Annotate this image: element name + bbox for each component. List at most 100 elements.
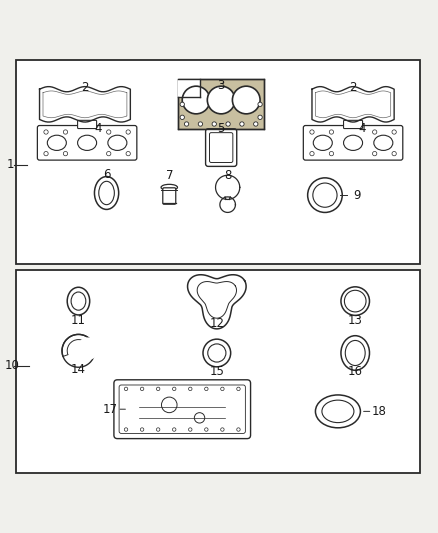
Bar — [16, 270, 420, 473]
Circle shape — [180, 115, 184, 119]
Text: 9: 9 — [353, 189, 361, 201]
Circle shape — [205, 428, 208, 431]
Circle shape — [240, 122, 244, 126]
Ellipse shape — [315, 395, 360, 428]
Circle shape — [126, 130, 131, 134]
Ellipse shape — [343, 135, 363, 150]
Text: 7: 7 — [166, 169, 173, 182]
Circle shape — [173, 387, 176, 391]
Text: 10: 10 — [5, 359, 20, 373]
Ellipse shape — [161, 184, 177, 190]
FancyBboxPatch shape — [114, 380, 251, 439]
Text: 16: 16 — [348, 365, 363, 378]
Circle shape — [207, 86, 235, 114]
Text: 17: 17 — [102, 403, 117, 416]
Bar — [16, 60, 420, 264]
Ellipse shape — [95, 176, 119, 209]
Circle shape — [254, 122, 258, 126]
Ellipse shape — [108, 135, 127, 150]
Ellipse shape — [341, 336, 370, 370]
Text: 12: 12 — [209, 317, 224, 330]
Circle shape — [221, 387, 224, 391]
Text: 18: 18 — [371, 405, 386, 418]
FancyBboxPatch shape — [78, 120, 97, 128]
Ellipse shape — [345, 341, 365, 366]
Circle shape — [226, 122, 230, 126]
Ellipse shape — [99, 181, 114, 205]
FancyBboxPatch shape — [209, 133, 233, 163]
Text: 15: 15 — [209, 365, 224, 378]
FancyBboxPatch shape — [304, 126, 403, 160]
Circle shape — [126, 151, 131, 156]
Ellipse shape — [78, 135, 97, 150]
Circle shape — [344, 290, 366, 312]
Circle shape — [44, 130, 48, 134]
Circle shape — [203, 339, 231, 367]
Circle shape — [233, 86, 260, 114]
Circle shape — [184, 122, 189, 126]
Circle shape — [208, 344, 226, 362]
Text: 1: 1 — [6, 158, 14, 172]
Circle shape — [194, 413, 205, 423]
Circle shape — [392, 151, 396, 156]
Circle shape — [124, 428, 128, 431]
Circle shape — [77, 337, 99, 360]
Circle shape — [329, 151, 334, 156]
Circle shape — [173, 428, 176, 431]
Circle shape — [198, 122, 202, 126]
Ellipse shape — [322, 400, 354, 423]
Circle shape — [106, 130, 111, 134]
Circle shape — [237, 387, 240, 391]
Circle shape — [212, 122, 216, 126]
Circle shape — [64, 151, 67, 156]
Circle shape — [106, 151, 111, 156]
Circle shape — [140, 387, 144, 391]
Text: 8: 8 — [224, 169, 231, 182]
FancyBboxPatch shape — [37, 126, 137, 160]
Ellipse shape — [47, 135, 66, 150]
Circle shape — [221, 428, 224, 431]
Circle shape — [237, 428, 240, 431]
Circle shape — [372, 151, 377, 156]
Text: 4: 4 — [94, 122, 102, 135]
Text: 5: 5 — [218, 123, 225, 135]
Text: 2: 2 — [350, 80, 357, 93]
Circle shape — [313, 183, 337, 207]
Ellipse shape — [374, 135, 393, 150]
Circle shape — [162, 397, 177, 413]
FancyBboxPatch shape — [343, 120, 363, 128]
Circle shape — [64, 130, 67, 134]
Circle shape — [188, 387, 192, 391]
Circle shape — [180, 102, 184, 107]
Circle shape — [124, 387, 128, 391]
FancyBboxPatch shape — [163, 188, 176, 204]
Text: 4: 4 — [358, 122, 365, 135]
Text: 6: 6 — [103, 168, 110, 181]
Circle shape — [258, 102, 262, 107]
Circle shape — [258, 115, 262, 119]
Bar — [178, 79, 200, 97]
Text: 14: 14 — [71, 363, 86, 376]
Circle shape — [156, 387, 160, 391]
FancyBboxPatch shape — [205, 129, 237, 166]
Circle shape — [392, 130, 396, 134]
Circle shape — [44, 151, 48, 156]
Circle shape — [341, 287, 370, 316]
Text: 2: 2 — [81, 80, 88, 93]
Circle shape — [156, 428, 160, 431]
Circle shape — [372, 130, 377, 134]
Text: 3: 3 — [218, 79, 225, 92]
Circle shape — [182, 86, 210, 114]
Ellipse shape — [71, 292, 86, 310]
Circle shape — [140, 428, 144, 431]
Circle shape — [188, 428, 192, 431]
Circle shape — [329, 130, 334, 134]
FancyBboxPatch shape — [178, 79, 265, 129]
Circle shape — [310, 151, 314, 156]
Circle shape — [310, 130, 314, 134]
Text: 11: 11 — [71, 313, 86, 327]
Circle shape — [205, 387, 208, 391]
Ellipse shape — [67, 287, 90, 315]
Ellipse shape — [313, 135, 332, 150]
Text: 13: 13 — [348, 313, 363, 327]
